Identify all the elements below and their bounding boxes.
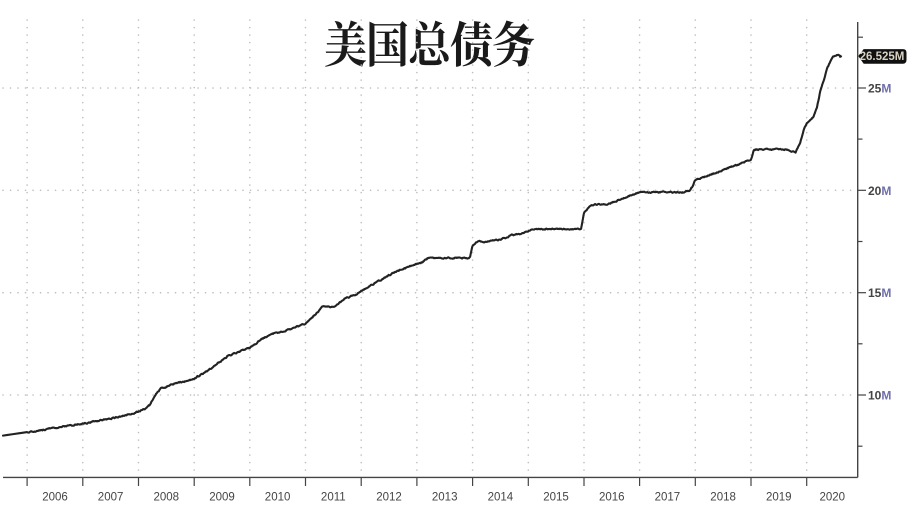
svg-text:20M: 20M [868, 184, 891, 198]
svg-text:2011: 2011 [321, 492, 346, 504]
svg-text:2015: 2015 [543, 492, 569, 504]
svg-text:15M: 15M [868, 286, 891, 300]
svg-text:2007: 2007 [98, 492, 124, 504]
svg-text:2019: 2019 [766, 492, 792, 504]
svg-text:2012: 2012 [376, 492, 402, 504]
svg-text:2010: 2010 [265, 492, 291, 504]
svg-text:2006: 2006 [42, 492, 68, 504]
svg-text:2017: 2017 [655, 492, 681, 504]
svg-text:2009: 2009 [209, 492, 235, 504]
svg-text:2016: 2016 [599, 492, 625, 504]
svg-text:2014: 2014 [488, 492, 514, 504]
svg-text:26.525M: 26.525M [860, 51, 905, 63]
svg-text:10M: 10M [868, 389, 891, 403]
svg-text:2020: 2020 [820, 492, 846, 504]
svg-text:25M: 25M [868, 82, 891, 96]
svg-text:2013: 2013 [432, 492, 458, 504]
svg-text:2008: 2008 [154, 492, 180, 504]
svg-text:2018: 2018 [710, 492, 736, 504]
